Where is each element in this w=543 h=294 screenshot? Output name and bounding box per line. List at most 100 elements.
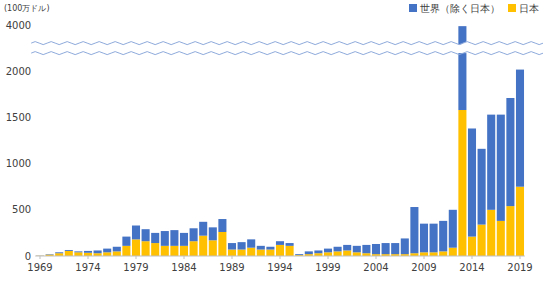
bar [228,243,236,249]
bar [161,231,169,246]
x-tick-label: 1999 [315,262,340,273]
bar [343,245,351,251]
bar [362,245,370,253]
bar [218,232,226,256]
x-tick-label: 1969 [27,262,52,273]
bar [314,250,322,253]
y-tick-label: 0 [25,251,31,262]
x-tick-label: 1994 [267,262,292,273]
bar [257,250,265,256]
bar [391,243,399,254]
x-tick-label: 1974 [75,262,100,273]
bar [266,250,274,256]
x-tick [520,256,521,259]
bar [122,246,130,256]
bar [276,245,284,256]
bar [334,247,342,252]
y-tick-label: 500 [12,204,31,215]
bar [324,252,332,256]
y-tick-label: 4000 [6,20,31,31]
bar [151,233,159,243]
bar [497,221,505,256]
bar [238,242,246,249]
bar [449,248,457,256]
bar [247,239,255,247]
bar [401,238,409,254]
bar [286,246,294,256]
bar [353,246,361,252]
x-tick [280,256,281,259]
bar [151,243,159,256]
bar [497,115,505,221]
bar [420,224,428,253]
bar [228,250,236,256]
x-tick [40,256,41,259]
y-tick-label: 1000 [6,158,31,169]
bar [209,227,217,240]
bar [84,251,92,253]
x-tick [472,256,473,259]
bar [55,252,63,254]
legend-swatch [508,4,516,12]
bar [324,249,332,253]
bar [468,128,476,236]
bar [430,224,438,253]
legend: 世界（除く日本）日本 [409,3,539,14]
bar [478,149,486,225]
bar [257,246,265,250]
y-tick-label: 1500 [6,112,31,123]
x-tick-label: 1989 [219,262,244,273]
bar [247,248,255,256]
bar [46,254,54,255]
bar [113,251,121,256]
x-tick-label: 2004 [363,262,388,273]
y-axis-label: (100万ドル) [4,4,50,13]
bar [478,225,486,256]
bar [103,249,111,253]
bar [199,222,207,236]
legend-label: 世界（除く日本） [420,3,500,14]
bar [305,251,313,254]
y-tick-label: 2000 [6,66,31,77]
bar [266,247,274,250]
chart: 0500100015002000400019691974197919841989… [0,0,543,294]
bar [468,237,476,256]
bar [199,236,207,256]
bar [276,241,284,245]
break-fill [31,45,537,53]
bar [439,221,447,251]
bar [218,219,226,232]
bar [74,252,82,256]
bar [190,241,198,256]
bar [209,240,217,256]
bar [190,228,198,241]
bar [343,250,351,256]
bar [420,252,428,256]
bar [430,252,438,256]
x-tick [376,256,377,259]
bar [122,237,130,246]
x-tick [88,256,89,259]
bar [132,226,140,240]
x-tick [328,256,329,259]
axis-break [31,42,543,55]
bar [353,252,361,256]
x-tick-label: 2014 [459,262,484,273]
bar [334,251,342,256]
x-tick-label: 1984 [171,262,196,273]
bar [103,252,111,256]
bar [74,251,82,253]
bar [516,187,524,256]
bar [506,206,514,256]
bar [295,254,303,256]
bar [286,243,294,246]
bar [439,251,447,256]
x-tick [424,256,425,259]
bar [458,110,466,256]
bar [449,210,457,248]
x-tick [136,256,137,259]
bar [65,249,73,251]
legend-swatch [409,4,417,12]
bar [506,98,514,206]
bar [132,239,140,256]
